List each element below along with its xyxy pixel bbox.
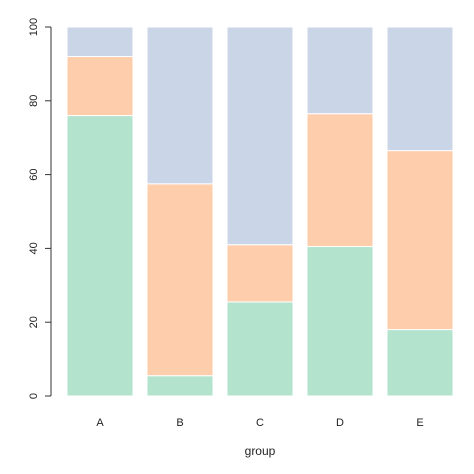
x-axis-label: group (245, 444, 276, 458)
bar-b-segment-2 (146, 183, 214, 377)
bar-e-segment-2 (386, 150, 454, 331)
bar-a-segment-3 (66, 26, 134, 58)
x-tick-label-d: D (336, 417, 344, 429)
bar-a-segment-1 (66, 115, 134, 397)
x-tick-label-a: A (96, 417, 104, 429)
y-axis: 0 20 40 60 80 100 (28, 18, 52, 399)
y-tick-label: 40 (28, 242, 40, 254)
x-tick-label-b: B (176, 417, 183, 429)
y-tick-label: 60 (28, 168, 40, 180)
y-tick-label: 100 (28, 18, 40, 36)
x-axis: A B C D E (96, 417, 423, 429)
bar-b-segment-1 (146, 375, 214, 397)
bar-c-segment-2 (226, 244, 294, 303)
bar-d-segment-1 (306, 246, 374, 397)
bar-b-segment-3 (146, 26, 214, 185)
y-tick-label: 80 (28, 95, 40, 107)
bar-c-segment-1 (226, 301, 294, 397)
bar-e-segment-1 (386, 329, 454, 397)
x-tick-label-e: E (416, 417, 423, 429)
bar-d-segment-2 (306, 113, 374, 248)
bar-c-segment-3 (226, 26, 294, 246)
bar-e-segment-3 (386, 26, 454, 152)
y-tick-label: 20 (28, 316, 40, 328)
bars-layer (66, 26, 454, 397)
bar-d-segment-3 (306, 26, 374, 115)
x-tick-label-c: C (256, 417, 264, 429)
y-tick-label: 0 (28, 393, 40, 399)
bar-a-segment-2 (66, 56, 134, 117)
